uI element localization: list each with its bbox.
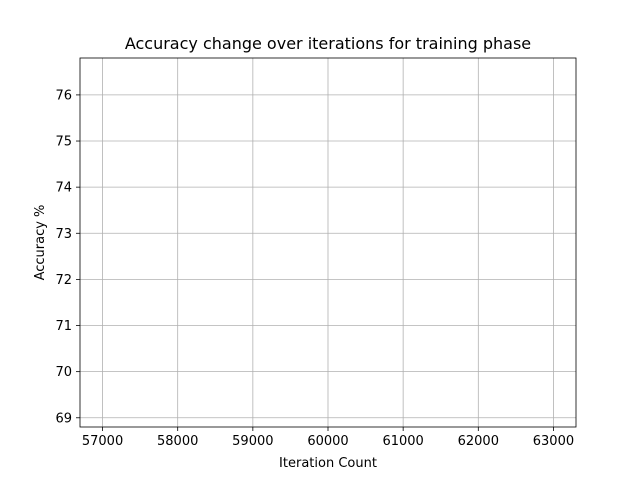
y-axis-label: Accuracy %	[33, 205, 48, 281]
x-tick-label: 58000	[157, 434, 198, 449]
x-tick-label: 57000	[82, 434, 123, 449]
y-tick-label: 75	[55, 135, 72, 150]
chart-title: Accuracy change over iterations for trai…	[125, 34, 531, 53]
x-tick-label: 61000	[382, 434, 423, 449]
x-tick-label: 59000	[232, 434, 273, 449]
x-tick-label: 63000	[533, 434, 574, 449]
y-tick-label: 70	[55, 365, 72, 380]
x-tick-label: 60000	[307, 434, 348, 449]
y-tick-label: 71	[55, 319, 72, 334]
y-tick-label: 73	[55, 227, 72, 242]
x-tick-label: 62000	[458, 434, 499, 449]
y-tick-label: 69	[55, 411, 72, 426]
y-tick-label: 74	[55, 181, 72, 196]
y-tick-label: 76	[55, 88, 72, 103]
grid-lines	[80, 58, 576, 427]
x-axis-label: Iteration Count	[279, 456, 377, 471]
axis-ticks: 57000 58000 59000 60000 61000 62000 63000 69 70 7…	[55, 88, 574, 449]
y-tick-label: 72	[55, 273, 72, 288]
